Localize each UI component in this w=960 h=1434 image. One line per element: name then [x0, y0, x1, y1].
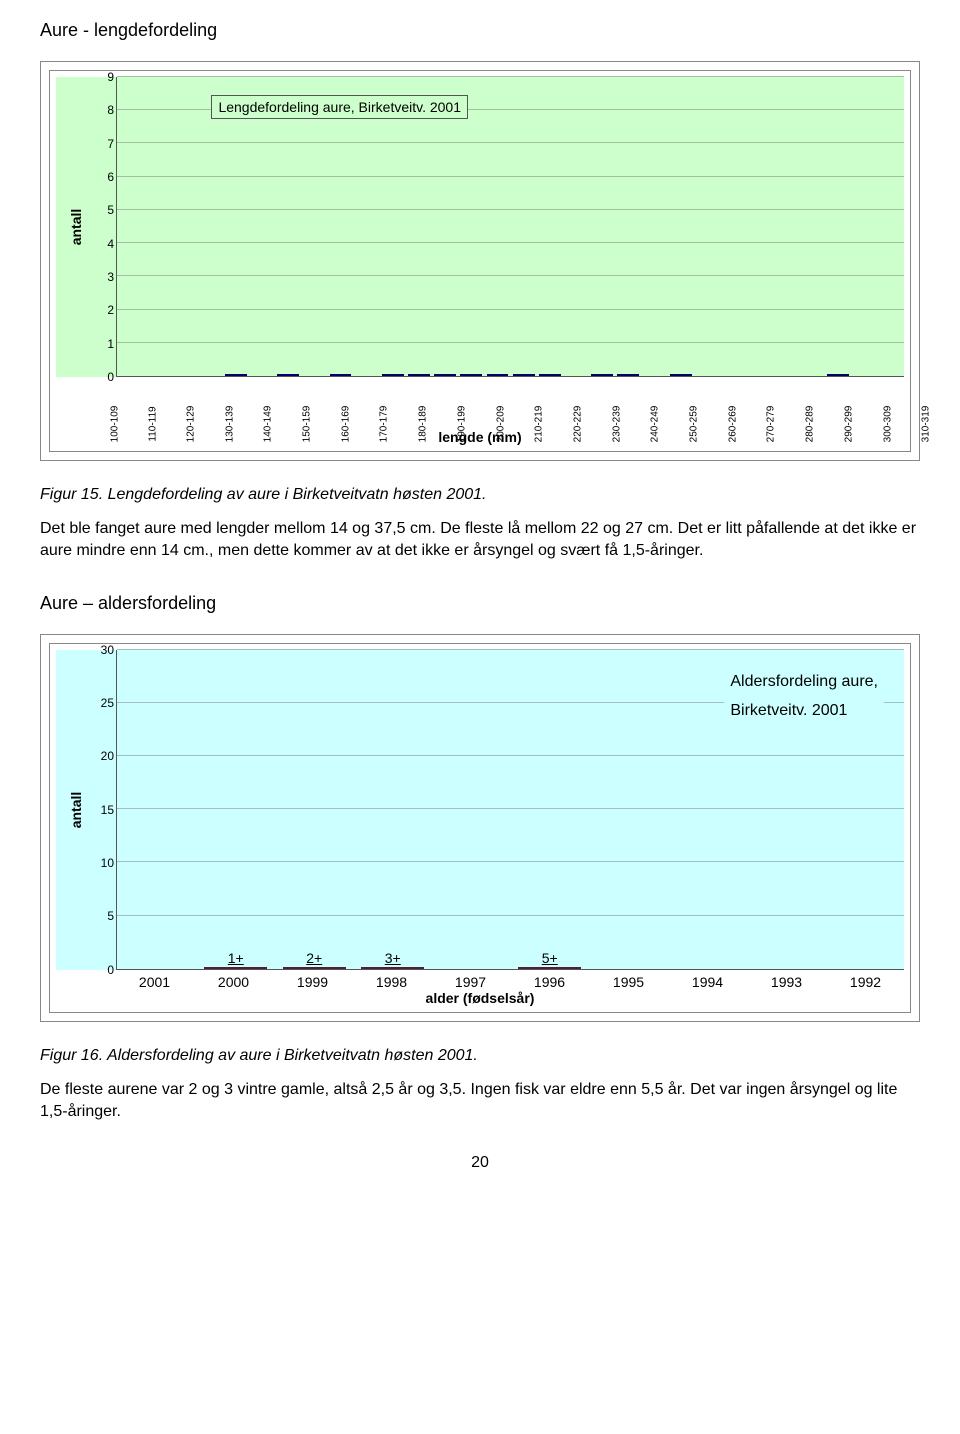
chart1-bar-slot — [826, 374, 850, 376]
chart1-bar-slot — [224, 374, 248, 376]
page-number: 20 — [40, 1154, 920, 1172]
chart2-bar-slot: 3+ — [355, 967, 432, 969]
chart1-bar — [591, 374, 613, 376]
chart2-bar-label: 5+ — [519, 950, 580, 966]
chart1-bar-slot — [590, 374, 614, 376]
chart1-y-axis: antall — [56, 77, 96, 377]
chart2-x-tick: 1999 — [274, 974, 351, 990]
chart1-bar — [460, 374, 482, 376]
chart1-bar — [487, 374, 509, 376]
chart2-plot: antall 051015202530 1+2+3+5+ Aldersforde… — [56, 650, 904, 970]
chart1-y-ticks: 0123456789 — [96, 77, 116, 377]
chart2-legend-line2: Birketveitv. 2001 — [730, 697, 878, 726]
section1-title: Aure - lengdefordeling — [40, 20, 920, 41]
chart2-x-tick: 1997 — [432, 974, 509, 990]
chart2-bar: 2+ — [283, 967, 346, 969]
chart1-bar — [434, 374, 456, 376]
chart2-outer: antall 0 5 10 15 20 25 30 1+ 2+ 3+ 5+ Aldersforde… — [40, 634, 920, 1022]
chart1-bar-slot — [328, 374, 352, 376]
chart1-bar-slot — [433, 374, 457, 376]
chart2-bar: 3+ — [361, 967, 424, 969]
chart2-y-label: antall — [68, 791, 84, 828]
chart1-x-tick: 310-319 — [921, 406, 960, 443]
chart1-bar — [617, 374, 639, 376]
section2-title: Aure – aldersfordeling — [40, 593, 920, 614]
chart2-bar: 5+ — [518, 967, 581, 969]
chart2-y-axis: antall — [56, 650, 96, 970]
chart2-x-label: alder (fødselsår) — [56, 990, 904, 1006]
chart2-legend-line1: Aldersfordeling aure, — [730, 668, 878, 697]
chart2-x-tick: 1994 — [669, 974, 746, 990]
chart2-x-tick: 1996 — [511, 974, 588, 990]
chart2-bar-slot: 2+ — [276, 967, 353, 969]
chart2-y-tick: 10 — [101, 856, 114, 870]
chart1-bars-row — [119, 77, 902, 376]
chart2-y-tick: 0 — [107, 963, 114, 977]
chart2-y-ticks: 051015202530 — [96, 650, 116, 970]
section1-body: Det ble fanget aure med lengder mellom 1… — [40, 518, 920, 563]
chart1-y-tick: 0 — [107, 370, 114, 384]
chart1-y-tick: 5 — [107, 203, 114, 217]
chart2-legend: Aldersfordeling aure, Birketveitv. 2001 — [724, 664, 884, 730]
chart2-x-tick: 1998 — [353, 974, 430, 990]
chart2-y-tick: 25 — [101, 696, 114, 710]
chart2-bar-label: 3+ — [362, 950, 423, 966]
chart2-inner: antall 0 5 10 15 20 25 30 1+ 2+ 3+ 5+ Aldersforde… — [49, 643, 911, 1013]
chart1-bar-slot — [381, 374, 405, 376]
chart1-plot: antall 0123456789 Lengdefordeling aure, … — [56, 77, 904, 377]
chart2-x-tick: 2001 — [116, 974, 193, 990]
chart1-bar — [408, 374, 430, 376]
chart2-bar-label: 1+ — [205, 950, 266, 966]
chart2-bar: 1+ — [204, 967, 267, 969]
chart2-x-ticks: 2001200019991998199719961995199419931992 — [56, 974, 904, 990]
chart1-bar-slot — [512, 374, 536, 376]
chart1-bar-slot — [459, 374, 483, 376]
chart1-y-tick: 1 — [107, 337, 114, 351]
chart2-y-tick: 15 — [101, 803, 114, 817]
chart1-y-tick: 6 — [107, 170, 114, 184]
chart1-bar-slot — [485, 374, 509, 376]
chart2-bars-area: 1+ 2+ 3+ 5+ Aldersfordeling aure, Birketvei… — [116, 650, 904, 970]
figure15-caption: Figur 15. Lengdefordeling av aure i Birk… — [40, 486, 920, 504]
chart1-x-ticks: 100-109110-119120-129130-139140-149150-1… — [56, 379, 904, 429]
chart1-y-tick: 7 — [107, 137, 114, 151]
chart1-bar-slot — [538, 374, 562, 376]
chart1-y-tick: 9 — [107, 70, 114, 84]
chart2-y-tick: 5 — [107, 909, 114, 923]
chart2-x-tick: 1993 — [748, 974, 825, 990]
chart1-bar — [382, 374, 404, 376]
chart2-x-tick: 1995 — [590, 974, 667, 990]
chart2-bar-slot: 1+ — [198, 967, 275, 969]
chart1-bar — [330, 374, 352, 376]
chart1-y-tick: 2 — [107, 303, 114, 317]
chart1-bars-area: Lengdefordeling aure, Birketveitv. 2001 — [116, 77, 904, 377]
chart1-y-tick: 4 — [107, 237, 114, 251]
chart1-bar — [539, 374, 561, 376]
chart2-y-tick: 30 — [101, 643, 114, 657]
chart2-x-tick: 2000 — [195, 974, 272, 990]
chart1-y-tick: 8 — [107, 103, 114, 117]
chart2-x-tick: 1992 — [827, 974, 904, 990]
chart1-bar — [670, 374, 692, 376]
chart1-bar — [225, 374, 247, 376]
chart1-legend: Lengdefordeling aure, Birketveitv. 2001 — [211, 95, 468, 119]
chart1-y-label: antall — [68, 209, 84, 246]
chart1-inner: antall 0 1 2 3 4 5 6 7 8 9 Lengdefordeling aure, … — [49, 70, 911, 452]
figure16-caption: Figur 16. Aldersfordeling av aure i Birk… — [40, 1047, 920, 1065]
chart1-bar — [827, 374, 849, 376]
chart1-outer: antall 0 1 2 3 4 5 6 7 8 9 Lengdefordeling aure, … — [40, 61, 920, 461]
chart2-bar-label: 2+ — [284, 950, 345, 966]
chart1-bar-slot — [616, 374, 640, 376]
chart1-bar — [277, 374, 299, 376]
chart1-bar-slot — [407, 374, 431, 376]
chart2-y-tick: 20 — [101, 749, 114, 763]
chart1-bar-slot — [669, 374, 693, 376]
chart1-bar — [513, 374, 535, 376]
section2-body: De fleste aurene var 2 og 3 vintre gamle… — [40, 1079, 920, 1124]
chart2-bar-slot: 5+ — [512, 967, 589, 969]
chart1-y-tick: 3 — [107, 270, 114, 284]
chart1-bar-slot — [276, 374, 300, 376]
